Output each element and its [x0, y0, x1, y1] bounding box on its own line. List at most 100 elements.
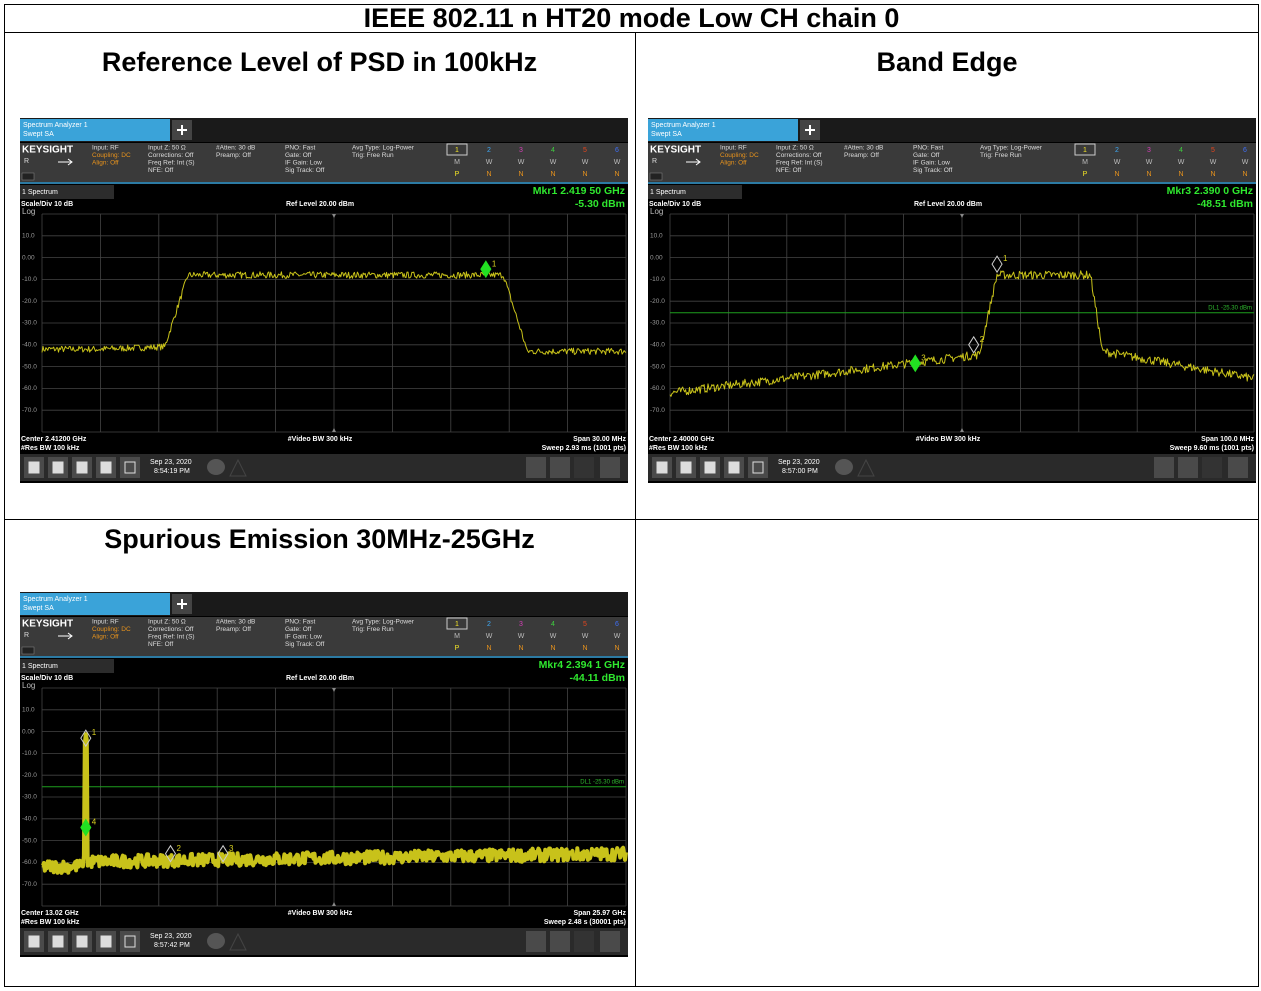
trace-mode: W: [582, 633, 589, 640]
setting: IF Gain: Low: [285, 160, 322, 167]
y-axis-label: -60.0: [22, 859, 37, 866]
trace-detector: P: [455, 645, 460, 652]
analyzer-screenshot: Spectrum Analyzer 1 Swept SA KEYSIGHT R Inpu…: [20, 592, 628, 957]
taskbar-button: [1228, 457, 1248, 478]
marker-readout: Mkr4 2.394 1 GHz: [539, 659, 625, 671]
taskbar-button: [600, 457, 620, 478]
y-axis-label: -50.0: [650, 363, 665, 370]
y-axis-label: -40.0: [650, 342, 665, 349]
setting: NFE: Off: [148, 641, 173, 648]
mode: R: [24, 158, 29, 165]
marker-value: -48.51 dBm: [1197, 198, 1253, 210]
taskbar-button: [120, 931, 140, 952]
cell-heading: Spurious Emission 30MHz-25GHz: [104, 524, 535, 554]
setting: Trig: Free Run: [980, 152, 1022, 159]
trace-box: [1074, 143, 1096, 156]
trace-mode: W: [550, 159, 557, 166]
setting: Trig: Free Run: [352, 152, 394, 159]
trace: [669, 270, 1255, 397]
setting: PNO: Fast: [285, 619, 316, 626]
sweep: Sweep 9.60 ms (1001 pts): [1170, 445, 1254, 452]
marker-readout: Mkr3 2.390 0 GHz: [1167, 185, 1253, 197]
span: Span 100.0 MHz: [1201, 436, 1254, 443]
trace-mode: W: [1114, 159, 1121, 166]
trace-mode: M: [1082, 159, 1088, 166]
ref-level: Ref Level 20.00 dBm: [914, 201, 982, 208]
input-icon: [686, 158, 701, 166]
taskbar-button: [1202, 457, 1222, 478]
y-axis-label: 0.00: [22, 254, 35, 261]
trace-detector: N: [614, 171, 619, 178]
info-bar: [648, 143, 1256, 182]
trace-detector: N: [518, 171, 523, 178]
info-bar: [20, 617, 628, 656]
taskbar-button: [550, 457, 570, 478]
setting: Coupling: DC: [92, 626, 131, 633]
trace-detector: N: [550, 645, 555, 652]
y-axis-label: -60.0: [22, 385, 37, 392]
info-bar: [20, 143, 628, 182]
setting: IF Gain: Low: [285, 634, 322, 641]
taskbar-button: [1154, 457, 1174, 478]
marker-value: -44.11 dBm: [570, 672, 625, 684]
setting: Sig Track: Off: [285, 641, 324, 648]
setting: Freq Ref: Int (S): [776, 160, 823, 167]
taskbar-button: [120, 457, 140, 478]
marker: [164, 844, 177, 863]
trace-mode: W: [1178, 159, 1185, 166]
setting: Gate: Off: [285, 626, 311, 633]
alert-icon: [229, 932, 247, 951]
ref-level: Ref Level 20.00 dBm: [286, 201, 354, 208]
trace-number: 1: [1083, 147, 1087, 154]
trace-number: 6: [615, 621, 619, 628]
y-axis-label: -20.0: [650, 298, 665, 305]
brand: KEYSIGHT: [22, 619, 73, 630]
marker: [909, 354, 921, 373]
trace-number: 3: [1147, 147, 1151, 154]
setting: NFE: Off: [776, 167, 801, 174]
cell-heading: Band Edge: [876, 47, 1018, 77]
trace-detector: P: [455, 171, 460, 178]
trace-detector: N: [582, 171, 587, 178]
display-line-label: DL1 -25.30 dBm: [1208, 305, 1252, 311]
center-freq: Center 2.40000 GHz: [649, 436, 715, 443]
trace-number: 1: [455, 621, 459, 628]
trace: [41, 271, 627, 355]
vbw: #Video BW 300 kHz: [916, 436, 981, 443]
date: Sep 23, 2020: [778, 459, 820, 466]
y-axis-label: -60.0: [650, 385, 665, 392]
brand: KEYSIGHT: [22, 145, 73, 156]
trace-detector: N: [582, 645, 587, 652]
y-axis-label: -70.0: [650, 407, 665, 414]
date: Sep 23, 2020: [150, 459, 192, 466]
trace-detector: P: [1083, 171, 1088, 178]
setting: Preamp: Off: [844, 152, 879, 159]
keyboard-icon: [835, 459, 853, 475]
y-axis-label: -40.0: [22, 342, 37, 349]
tab-label: Swept SA: [23, 605, 54, 612]
y-axis-label: 0.00: [22, 728, 35, 735]
marker-label: 2: [980, 335, 985, 344]
trace-number: 5: [583, 621, 587, 628]
taskbar-button: [574, 457, 594, 478]
trace-detector: N: [1178, 171, 1183, 178]
y-axis-label: 10.0: [22, 707, 35, 714]
marker: [217, 844, 229, 863]
input-icon: [58, 158, 73, 166]
trace-mode: M: [454, 633, 460, 640]
setting: Freq Ref: Int (S): [148, 634, 195, 641]
marker-label: 2: [176, 844, 181, 853]
taskbar-icon: [76, 935, 88, 948]
setting: Input: RF: [92, 145, 119, 152]
y-axis-label: -30.0: [22, 794, 37, 801]
trace-box: [446, 617, 468, 630]
time: 8:57:00 PM: [782, 468, 818, 475]
tab-label: Spectrum Analyzer 1: [23, 122, 88, 129]
setting: Gate: Off: [285, 152, 311, 159]
setting: Preamp: Off: [216, 626, 251, 633]
taskbar-button: [1178, 457, 1198, 478]
trace-number: 4: [551, 147, 555, 154]
brand: KEYSIGHT: [650, 145, 701, 156]
taskbar-icon: [28, 461, 40, 474]
taskbar-icon: [656, 461, 668, 474]
